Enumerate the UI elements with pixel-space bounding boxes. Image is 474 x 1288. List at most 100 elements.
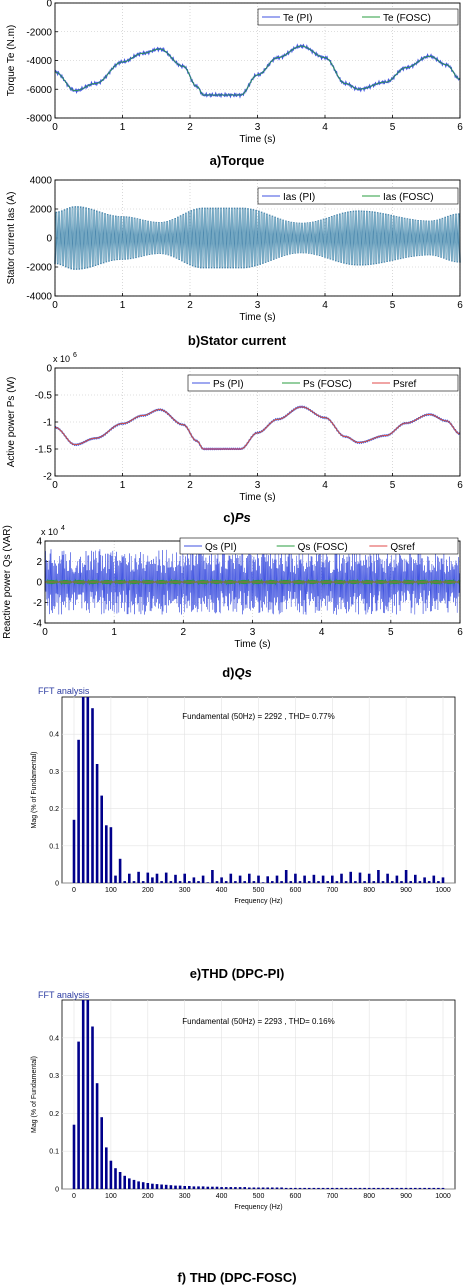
x-axis-label: Time (s) — [239, 312, 275, 323]
x-tick-label: 400 — [216, 1193, 228, 1200]
y-tick-label: 2000 — [30, 205, 53, 216]
fft-bar — [321, 1187, 325, 1189]
y-tick-label: 0 — [36, 578, 42, 589]
fft-bar — [335, 881, 339, 883]
caption-thd-fosc: f) THD (DPC-FOSC) — [177, 1270, 297, 1285]
y-axis-label: Reactive power Qs (VAR) — [2, 525, 13, 639]
fft-bar — [192, 877, 196, 883]
fft-bar — [132, 881, 136, 883]
x-tick-label: 800 — [363, 887, 375, 894]
fft-bar — [211, 1186, 214, 1189]
x-tick-label: 6 — [457, 627, 463, 638]
y-tick-label: -1 — [43, 418, 52, 429]
fft-bar — [404, 870, 408, 883]
x-axis-label: Time (s) — [234, 639, 270, 650]
plot-frame-torque — [54, 2, 461, 119]
fft-bar — [335, 1187, 339, 1189]
fft-bar — [432, 875, 436, 883]
y-tick-label: 4 — [36, 537, 42, 548]
x-tick-label: 900 — [400, 1193, 412, 1200]
fft-bar — [229, 1187, 233, 1189]
x-tick-label: 500 — [253, 1193, 265, 1200]
y-multiplier-base: x 10 — [41, 527, 58, 537]
y-axis-label: Torque Te (N.m) — [6, 25, 17, 97]
fft-bar — [248, 1187, 251, 1189]
x-tick-label: 1000 — [435, 887, 451, 894]
x-tick-label: 2 — [181, 627, 187, 638]
fft-bar — [381, 881, 385, 883]
fft-bar — [234, 881, 237, 883]
caption-torque: a)Torque — [209, 153, 265, 168]
fft-bar — [114, 1168, 117, 1189]
x-tick-label: 5 — [390, 122, 396, 133]
fft-bar — [118, 1172, 122, 1189]
fft-bar — [391, 1187, 394, 1189]
y-tick-label: 0.3 — [49, 1073, 59, 1080]
fft-bar — [280, 1187, 283, 1189]
fft-bar — [317, 881, 320, 883]
y-tick-label: -4000 — [26, 292, 52, 303]
fft-bar — [266, 876, 269, 883]
fft-bar — [105, 825, 108, 883]
fft-bar — [151, 1183, 154, 1189]
legend-entry: Qs (PI) — [205, 542, 237, 553]
y-tick-label: -2000 — [26, 263, 52, 274]
fft-bar — [271, 1187, 274, 1189]
x-tick-label: 3 — [250, 627, 256, 638]
fft-bar — [261, 1187, 265, 1189]
fft-bar — [271, 881, 274, 883]
x-tick-label: 100 — [105, 887, 117, 894]
fft-bar — [201, 875, 205, 883]
fft-bar — [418, 1187, 422, 1189]
fft-bar — [146, 1183, 150, 1189]
fft-bar — [321, 875, 325, 883]
fft-analysis-tag-f: FFT analysis — [38, 990, 90, 1000]
y-tick-label: 2 — [36, 557, 42, 568]
fft-bar — [215, 881, 219, 883]
fft-bar — [284, 870, 288, 883]
x-tick-label: 4 — [319, 627, 325, 638]
fft-bar — [141, 1182, 145, 1189]
y-tick-label: -4 — [33, 619, 42, 630]
fft-bar — [395, 875, 399, 883]
x-axis-label: Frequency (Hz) — [234, 1204, 282, 1211]
legend-entry: Ps (FOSC) — [303, 379, 352, 390]
fft-bar — [409, 881, 412, 883]
legend-entry: Qs (FOSC) — [298, 542, 348, 553]
fft-bar — [252, 881, 256, 883]
fft-bar — [294, 873, 297, 883]
fft-bar — [109, 827, 113, 883]
series-ias-pi — [54, 206, 461, 270]
fft-bar — [340, 873, 343, 883]
y-tick-label: 4000 — [30, 176, 53, 187]
fft-bar — [141, 881, 145, 883]
y-multiplier-exponent: 4 — [61, 525, 65, 532]
x-tick-label: 400 — [216, 887, 228, 894]
fft-bar — [160, 881, 163, 883]
x-tick-label: 5 — [390, 300, 396, 311]
legend-entry: Psref — [393, 379, 417, 390]
x-tick-label: 4 — [322, 122, 328, 133]
x-tick-label: 300 — [179, 1193, 191, 1200]
fft-bar — [395, 1187, 399, 1189]
fft-bar — [303, 875, 306, 883]
fft-bar — [105, 1147, 108, 1189]
fft-bar — [132, 1179, 136, 1189]
fft-bar — [289, 881, 293, 883]
fft-bar — [77, 1041, 80, 1189]
fft-bar — [192, 1186, 196, 1189]
x-tick-label: 3 — [255, 122, 261, 133]
x-axis-label: Time (s) — [239, 492, 275, 503]
x-tick-label: 0 — [72, 1193, 76, 1200]
series-psref — [55, 406, 461, 450]
x-tick-label: 3 — [255, 300, 261, 311]
fft-bar — [146, 872, 150, 883]
fft-title: Fundamental (50Hz) = 2292 , THD= 0.77% — [182, 712, 334, 721]
y-tick-label: -6000 — [26, 85, 52, 96]
x-tick-label: 6 — [457, 122, 463, 133]
x-tick-label: 700 — [326, 1193, 338, 1200]
fft-bar — [197, 1186, 200, 1189]
y-tick-label: 0 — [46, 364, 52, 375]
y-tick-label: 0.2 — [49, 806, 59, 813]
fft-bar — [414, 874, 417, 883]
